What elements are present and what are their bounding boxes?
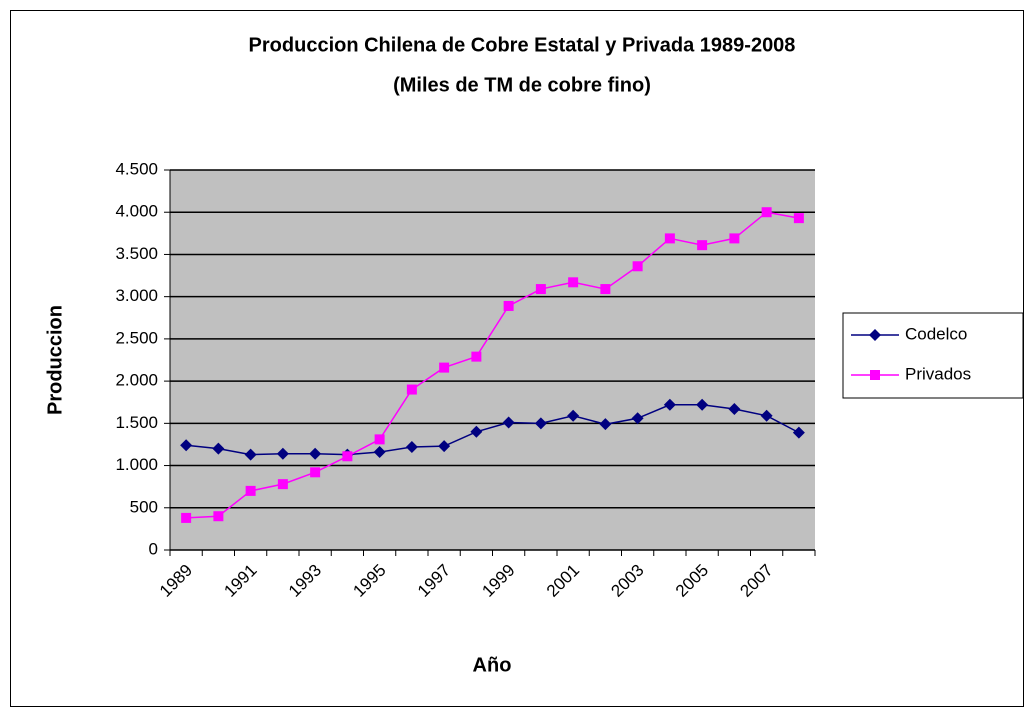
point bbox=[729, 233, 740, 244]
point bbox=[212, 442, 225, 455]
point bbox=[471, 351, 482, 362]
point bbox=[310, 467, 321, 478]
point bbox=[405, 440, 418, 453]
point bbox=[309, 447, 322, 460]
point bbox=[632, 261, 643, 272]
y-tick-label: 2.500 bbox=[115, 328, 158, 347]
point bbox=[244, 448, 257, 461]
point bbox=[664, 233, 675, 244]
chart-title: Produccion Chilena de Cobre Estatal y Pr… bbox=[249, 34, 796, 56]
point bbox=[663, 398, 676, 411]
legend-box bbox=[842, 312, 1024, 399]
point bbox=[760, 409, 773, 422]
point bbox=[697, 240, 708, 251]
point bbox=[599, 418, 612, 431]
point bbox=[792, 426, 805, 439]
point bbox=[631, 412, 644, 425]
point bbox=[245, 485, 256, 496]
chart-subtitle: (Miles de TM de cobre fino) bbox=[393, 74, 651, 96]
y-tick-label: 3.500 bbox=[115, 244, 158, 263]
y-tick-label: 4.500 bbox=[115, 159, 158, 178]
y-tick-label: 1.000 bbox=[115, 455, 158, 474]
point bbox=[503, 300, 514, 311]
point bbox=[277, 479, 288, 490]
y-tick-label: 0 bbox=[149, 539, 158, 558]
y-axis-label: Produccion bbox=[44, 305, 66, 415]
y-tick-label: 4.000 bbox=[115, 202, 158, 221]
point bbox=[696, 398, 709, 411]
point bbox=[342, 451, 353, 462]
point bbox=[567, 409, 580, 422]
point bbox=[374, 434, 385, 445]
point bbox=[728, 402, 741, 415]
legend-marker bbox=[869, 329, 881, 341]
point bbox=[276, 447, 289, 460]
point bbox=[793, 213, 804, 224]
point bbox=[213, 511, 224, 522]
y-tick-label: 2.000 bbox=[115, 371, 158, 390]
y-tick-label: 1.500 bbox=[115, 413, 158, 432]
point bbox=[470, 425, 483, 438]
plot-area bbox=[170, 170, 815, 550]
x-axis-label: Año bbox=[473, 654, 512, 676]
legend-label: Privados bbox=[905, 364, 971, 383]
point bbox=[373, 446, 386, 459]
point bbox=[761, 207, 772, 218]
y-tick-label: 3.000 bbox=[115, 286, 158, 305]
point bbox=[180, 439, 193, 452]
point bbox=[439, 362, 450, 373]
point bbox=[502, 416, 515, 429]
point bbox=[600, 284, 611, 295]
y-tick-label: 500 bbox=[130, 497, 158, 516]
point bbox=[438, 440, 451, 453]
point bbox=[534, 417, 547, 430]
legend-label: Codelco bbox=[905, 324, 967, 343]
point bbox=[568, 277, 579, 288]
legend-marker bbox=[870, 370, 880, 380]
series-line bbox=[186, 211, 800, 519]
point bbox=[535, 284, 546, 295]
point bbox=[181, 512, 192, 523]
point bbox=[406, 384, 417, 395]
